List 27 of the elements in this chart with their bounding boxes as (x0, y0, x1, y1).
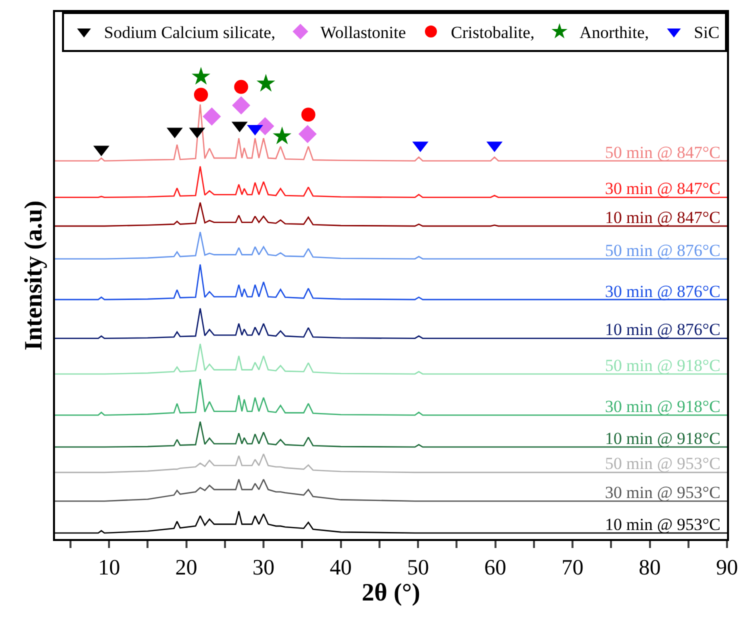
x-tick-label: 30 (252, 554, 275, 580)
x-tick-label: 50 (407, 554, 430, 580)
x-tick-label: 20 (175, 554, 198, 580)
point (202, 107, 221, 126)
legend-label: Anorthite, (580, 23, 649, 42)
series-label: 50 min @ 953°C (605, 454, 720, 473)
legend-label: SiC (694, 23, 720, 42)
series-label: 10 min @ 876°C (605, 320, 720, 339)
x-tick-label: 70 (562, 554, 584, 580)
point (194, 88, 208, 102)
x-tick-label: 10 (98, 554, 120, 580)
y-axis-title: Intensity (a.u) (20, 200, 48, 351)
x-tick-label: 90 (716, 554, 738, 580)
point (298, 124, 317, 144)
legend-label: Wollastonite (320, 23, 406, 42)
point (234, 80, 248, 94)
x-tick-label: 40 (330, 554, 352, 580)
point (301, 108, 316, 122)
point (256, 74, 276, 92)
point (232, 96, 250, 114)
legend-label: Sodium Calcium silicate, (104, 23, 276, 42)
legend-label: Cristobalite, (450, 23, 534, 42)
x-tick-label: 60 (484, 554, 506, 580)
series-label: 30 min @ 847°C (605, 179, 720, 198)
x-axis-title: 2θ (°) (362, 579, 420, 606)
point (192, 66, 210, 85)
x-tick-label: 80 (638, 554, 661, 580)
